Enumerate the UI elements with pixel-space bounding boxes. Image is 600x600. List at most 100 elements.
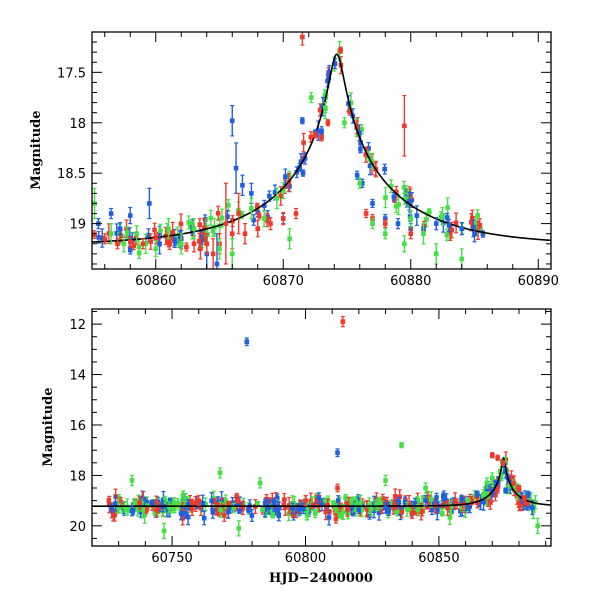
data-point-red (223, 221, 229, 226)
baseline-point (131, 243, 137, 249)
baseline-point (132, 500, 138, 506)
baseline-point (189, 505, 195, 510)
bottom-y-axis-label: Magnitude (41, 387, 56, 466)
baseline-point (118, 233, 124, 239)
data-point-red (280, 216, 286, 221)
baseline-point (180, 508, 185, 513)
baseline-point (301, 140, 306, 145)
data-point-green (261, 216, 267, 221)
baseline-point (374, 496, 379, 502)
baseline-point (389, 501, 394, 506)
data-point-green (217, 470, 223, 476)
baseline-point (312, 511, 318, 516)
baseline-point (333, 516, 339, 522)
data-point-blue (244, 339, 250, 345)
baseline-point (267, 507, 273, 512)
data-point-red (102, 236, 108, 242)
baseline-point (478, 499, 484, 505)
data-point-blue (229, 118, 235, 124)
baseline-point (415, 507, 421, 513)
data-point-red (325, 120, 331, 126)
baseline-point (109, 505, 114, 511)
baseline-point (464, 503, 469, 509)
baseline-point (112, 512, 117, 518)
data-point-blue (472, 231, 477, 237)
baseline-point (170, 229, 175, 235)
data-point-red (166, 239, 171, 245)
data-point-red (268, 221, 273, 226)
baseline-point (205, 232, 210, 237)
baseline-point (426, 209, 432, 215)
baseline-point (183, 497, 188, 503)
baseline-point (399, 509, 405, 515)
baseline-point (429, 501, 435, 507)
data-point-red (191, 241, 197, 247)
data-point-red (210, 251, 216, 257)
data-point-red (409, 510, 415, 516)
baseline-point (386, 509, 391, 514)
baseline-point (202, 225, 207, 231)
baseline-point (440, 213, 445, 219)
baseline-point (256, 213, 262, 218)
baseline-point (185, 514, 191, 520)
baseline-point (480, 231, 486, 237)
data-point-green (370, 221, 375, 226)
data-point-blue (382, 216, 388, 221)
data-point-green (129, 478, 135, 483)
data-point-green (108, 231, 114, 237)
baseline-point (162, 497, 168, 503)
baseline-point (176, 503, 182, 508)
data-point-blue (335, 450, 340, 456)
baseline-point (127, 247, 133, 253)
baseline-point (255, 501, 260, 506)
baseline-point (158, 228, 163, 234)
baseline-point (323, 509, 329, 515)
y-tick-label: 18 (69, 117, 86, 132)
data-point-green (257, 480, 263, 486)
baseline-point (124, 506, 130, 512)
baseline-point (118, 499, 124, 505)
baseline-point (475, 228, 481, 233)
baseline-point (493, 492, 498, 498)
data-point-blue (395, 221, 401, 226)
data-point-blue (354, 172, 360, 178)
baseline-point (254, 204, 260, 209)
data-point-blue (433, 221, 439, 226)
data-point-green (153, 246, 159, 252)
baseline-point (428, 497, 434, 502)
baseline-point (116, 496, 122, 501)
baseline-point (343, 495, 348, 501)
baseline-point (184, 244, 189, 250)
baseline-point (509, 474, 514, 480)
data-point-green (357, 180, 363, 186)
baseline-point (441, 220, 446, 226)
data-point-blue (300, 118, 305, 124)
baseline-point (414, 213, 420, 218)
data-point-red (153, 236, 159, 242)
baseline-point (349, 499, 354, 504)
data-point-blue (370, 201, 375, 206)
data-point-red (300, 34, 305, 40)
top-data-points (92, 32, 477, 269)
baseline-point (190, 502, 196, 508)
baseline-point (92, 232, 97, 237)
baseline-point (280, 188, 286, 193)
data-point-blue (276, 513, 282, 519)
baseline-point (251, 217, 256, 223)
baseline-point (116, 505, 122, 511)
data-point-green (274, 196, 280, 201)
bottom-background-scatter (106, 451, 538, 526)
baseline-point (429, 507, 435, 513)
baseline-point (337, 513, 343, 518)
x-tick-label: 60750 (151, 551, 192, 566)
baseline-point (449, 498, 455, 503)
baseline-point (396, 202, 401, 207)
baseline-point (143, 241, 149, 247)
baseline-point (323, 92, 328, 98)
baseline-point (178, 221, 184, 227)
y-tick-label: 12 (69, 318, 86, 333)
data-point-blue (233, 165, 239, 171)
baseline-point (266, 504, 272, 510)
baseline-point (260, 507, 265, 512)
baseline-point (394, 509, 400, 514)
